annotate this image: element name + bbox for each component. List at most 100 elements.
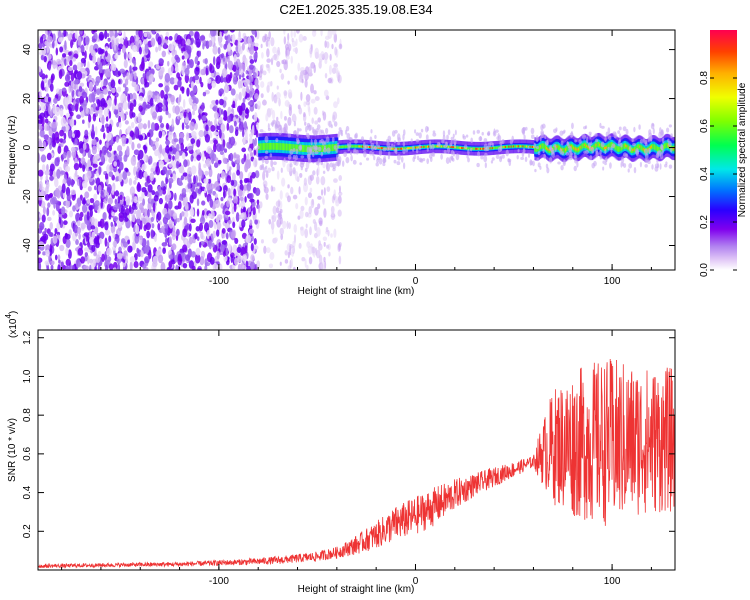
halo-cell [337,159,342,167]
noise-cell [68,107,72,115]
noise-cell [222,157,228,164]
noise-cell [69,59,73,67]
noise-cell [333,178,338,183]
noise-cell [304,228,309,239]
signal-peak [458,146,461,149]
halo-cell [524,126,528,131]
noise-cell [293,115,297,123]
noise-cell [151,223,155,229]
noise-cell [49,192,54,198]
noise-cell [113,204,119,211]
halo-cell [569,132,574,138]
noise-cell [327,30,333,40]
noise-cell [278,98,281,107]
noise-cell [41,73,46,80]
halo-cell [345,156,350,164]
noise-cell [280,73,285,80]
noise-cell [44,193,50,201]
noise-cell [50,260,55,266]
noise-cell [314,47,319,58]
noise-cell [184,117,189,124]
noise-cell [184,239,188,245]
noise-cell [198,113,201,121]
noise-cell [47,96,51,102]
halo-cell [402,162,406,170]
noise-cell [131,214,136,223]
noise-cell [131,202,136,211]
noise-cell [94,80,100,86]
halo-cell [295,148,299,155]
noise-cell [153,194,159,202]
noise-cell [73,162,80,171]
halo-cell [635,149,640,157]
noise-cell [145,104,151,109]
noise-cell [121,135,127,145]
noise-cell [54,157,60,167]
noise-cell [208,167,213,178]
noise-cell [39,129,45,138]
halo-cell [534,168,537,173]
noise-cell [124,120,129,125]
halo-cell [393,159,397,164]
noise-cell [198,167,203,177]
signal-core [268,142,272,150]
noise-cell [65,125,70,131]
noise-cell [129,102,134,112]
noise-cell [260,93,264,99]
noise-cell [144,189,148,197]
noise-cell [105,195,108,202]
noise-cell [223,96,228,101]
noise-cell [323,52,329,61]
noise-cell [248,192,254,200]
halo-cell [354,132,358,139]
noise-cell [142,198,146,206]
signal-peak [459,146,463,149]
noise-cell [72,264,76,270]
noise-cell [215,186,221,191]
noise-cell [155,166,159,173]
noise-cell [240,246,246,257]
halo-cell [314,150,319,155]
halo-cell [644,153,649,160]
signal-core [623,143,627,149]
noise-cell [238,107,243,116]
noise-cell [114,155,118,163]
noise-cell [98,166,102,176]
noise-cell [238,121,244,130]
halo-cell [426,158,430,165]
noise-cell [99,218,105,229]
noise-cell [150,167,154,173]
noise-cell [114,53,119,60]
noise-cell [232,64,237,72]
halo-cell [667,140,672,147]
noise-cell [237,39,241,49]
noise-cell [203,178,209,184]
noise-cell [331,30,337,36]
noise-cell [142,217,146,224]
halo-cell [331,136,335,143]
noise-cell [44,260,50,266]
signal-peak [481,147,484,150]
noise-cell [209,30,216,37]
noise-cell [287,116,292,126]
noise-cell [230,231,235,241]
halo-cell [442,130,446,137]
signal-core [597,141,601,148]
noise-cell [105,178,109,185]
noise-cell [249,219,253,226]
halo-cell [396,154,401,161]
signal-core [345,145,348,148]
noise-cell [243,88,246,98]
halo-cell [283,158,286,162]
signal-core [638,144,641,150]
noise-cell [194,253,201,264]
noise-cell [38,71,43,76]
halo-cell [300,166,303,171]
noise-cell [326,244,330,249]
halo-cell [522,148,526,154]
noise-cell [206,229,210,240]
halo-cell [618,126,622,131]
noise-cell [155,137,160,142]
noise-cell [254,170,260,179]
